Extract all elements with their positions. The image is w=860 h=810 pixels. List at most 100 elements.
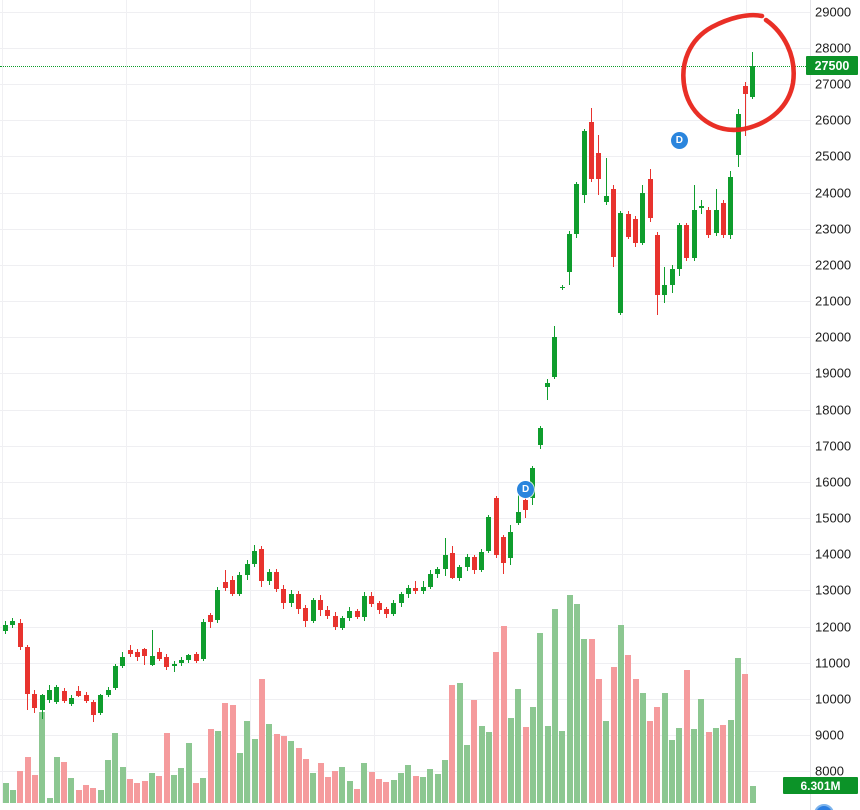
price-tick-label: 23000 (815, 221, 852, 237)
price-tick-label: 21000 (815, 293, 852, 309)
candle (654, 234, 660, 295)
volume-bar (17, 771, 24, 803)
gridline-v (498, 0, 499, 803)
price-tick-label: 18000 (815, 402, 852, 418)
candle (332, 615, 338, 627)
volume-bar (53, 757, 60, 803)
volume-bar (229, 705, 236, 803)
candle (127, 650, 133, 655)
volume-bar (236, 753, 243, 803)
volume-bar (46, 797, 53, 803)
price-tick-label: 19000 (815, 365, 852, 381)
gridline-v (250, 0, 251, 803)
candle (545, 382, 551, 387)
volume-bar (683, 670, 690, 803)
volume-bar (698, 699, 705, 803)
volume-bar (178, 767, 185, 803)
volume-bar (68, 777, 75, 803)
volume-bar (529, 707, 536, 803)
candle (376, 603, 382, 611)
candle (266, 572, 272, 582)
gridline-v (126, 0, 127, 803)
volume-bar (97, 790, 104, 803)
volume-bar (720, 725, 727, 803)
candle (83, 694, 89, 701)
candle (200, 621, 206, 660)
volume-bar (302, 758, 309, 804)
price-tick-label: 16000 (815, 474, 852, 490)
candle-wick (547, 378, 549, 400)
price-tick-label: 25000 (815, 148, 852, 164)
candle (420, 586, 426, 592)
volume-bar (127, 779, 133, 803)
candle (296, 594, 301, 609)
volume-bar (273, 734, 280, 803)
candle (178, 659, 184, 664)
gridline-h (0, 264, 810, 266)
candle (552, 337, 558, 377)
price-tick-label: 24000 (815, 185, 852, 200)
price-tick-label: 29000 (815, 4, 852, 20)
candle (339, 617, 345, 629)
volume-bar (654, 707, 661, 803)
volume-bar (368, 772, 375, 804)
gridline-h (0, 84, 810, 85)
candle-wick (224, 569, 226, 592)
volume-bar (595, 679, 602, 803)
candle (361, 595, 367, 617)
candle (208, 615, 214, 622)
volume-bar (171, 774, 177, 803)
volume-bar (90, 787, 97, 803)
dividend-marker[interactable]: D (517, 480, 535, 498)
gridline-h (0, 228, 810, 230)
volume-bar (244, 721, 251, 803)
candle-wick (664, 266, 666, 303)
gridline-h (0, 301, 810, 302)
gridline-v (622, 0, 623, 803)
gridline-h (0, 590, 810, 592)
volume-bar (324, 777, 331, 803)
candle (662, 285, 668, 295)
candle (32, 693, 38, 708)
candle (288, 594, 294, 603)
volume-bar (354, 789, 361, 803)
volume-bar (376, 779, 383, 803)
candle (676, 224, 682, 269)
volume-bar (75, 790, 82, 803)
candle (142, 649, 148, 657)
gridline-h (0, 662, 810, 664)
candle (398, 594, 404, 603)
candle (354, 611, 360, 617)
candle (39, 695, 45, 710)
volume-bar (295, 747, 302, 803)
volume-bar (588, 639, 595, 803)
candle (134, 651, 140, 658)
volume-bar (544, 726, 551, 803)
volume-bar (163, 733, 170, 803)
volume-bar (493, 652, 500, 803)
candle (3, 624, 8, 631)
volume-bar (603, 721, 610, 803)
candle (471, 557, 477, 571)
candle (186, 654, 192, 660)
volume-bar (361, 763, 368, 803)
volume-bar (134, 783, 141, 803)
volume-bar (156, 776, 163, 803)
volume-bar (639, 693, 646, 803)
volume-bar (464, 745, 470, 804)
volume-bar (647, 721, 654, 803)
candle (735, 114, 741, 155)
volume-bar (456, 683, 463, 803)
candle (442, 555, 448, 569)
price-tick-label: 22000 (815, 257, 852, 273)
dividend-marker[interactable]: D (670, 131, 688, 149)
candle (215, 589, 221, 621)
price-tick-label: 10000 (815, 691, 852, 707)
candle-wick (517, 494, 519, 526)
gridline-h (0, 699, 810, 700)
candle (508, 531, 514, 558)
candle (581, 131, 587, 196)
candle (530, 467, 536, 498)
price-axis[interactable]: 8000 9000 10000 11000 12000 13000 14000 15000 16… (810, 0, 860, 810)
